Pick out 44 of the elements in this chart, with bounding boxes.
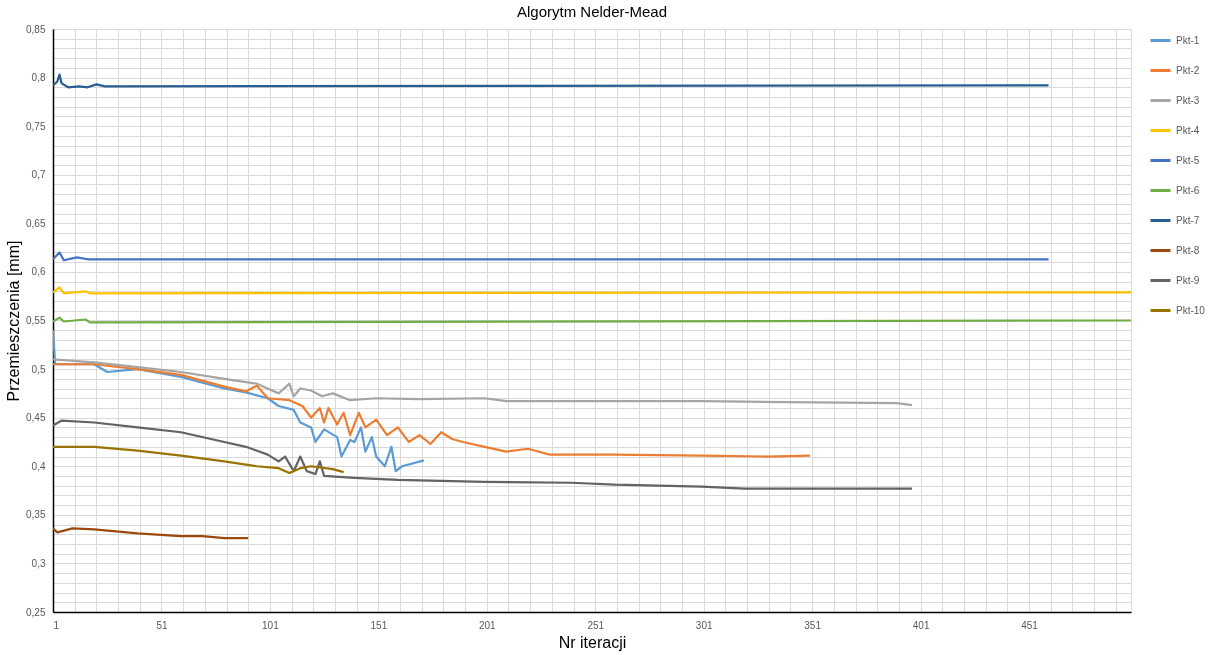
x-tick-label: 101 [262,619,280,631]
x-axis-title: Nr iteracji [558,633,627,651]
x-tick-label: 451 [1021,619,1039,631]
legend-label: Pkt-7 [1176,214,1200,226]
y-tick-label: 0,85 [26,23,46,35]
y-tick-label: 0,25 [26,606,46,618]
y-tick-label: 0,8 [31,72,46,84]
x-tick-label: 201 [478,619,497,631]
legend-label: Pkt-3 [1176,94,1200,106]
x-tick-label: 1 [53,619,60,631]
line-series [53,445,345,475]
y-tick-label: 0,55 [26,315,46,326]
y-tick-label: 0,4 [31,460,46,472]
line-series [53,527,250,540]
y-tick-label: 0,6 [31,266,46,278]
line-series [53,358,914,407]
legend-label: Pkt-2 [1176,64,1200,76]
legend-label: Pkt-5 [1176,154,1200,166]
y-tick-label: 0,7 [31,169,46,181]
line-series [53,73,1050,89]
legend-label: Pkt-6 [1176,184,1200,196]
line-series [53,419,914,490]
legend-label: Pkt-4 [1176,124,1200,136]
y-tick-label: 0,5 [31,363,46,375]
x-tick-label: 401 [912,619,930,631]
legend-label: Pkt-8 [1176,244,1200,256]
x-tick-label: 301 [695,619,713,631]
y-tick-label: 0,65 [26,217,46,229]
line-series [53,363,812,458]
legend-label: Pkt-9 [1176,274,1200,286]
x-tick-label: 351 [804,619,822,631]
chart-title: Algorytm Nelder-Mead [516,3,668,20]
y-tick-label: 0,75 [26,120,46,132]
x-tick-label: 51 [156,619,168,631]
line-series [53,251,1050,262]
legend-label: Pkt-10 [1176,304,1206,316]
y-axis-title: Przemieszczenia [mm] [5,240,23,402]
y-tick-label: 0,45 [26,412,46,424]
line-series [53,329,425,473]
y-tick-label: 0,3 [31,557,46,569]
legend-label: Pkt-1 [1176,34,1200,46]
y-tick-label: 0,35 [26,509,46,521]
x-tick-label: 251 [587,619,605,631]
x-tick-label: 151 [370,619,388,631]
